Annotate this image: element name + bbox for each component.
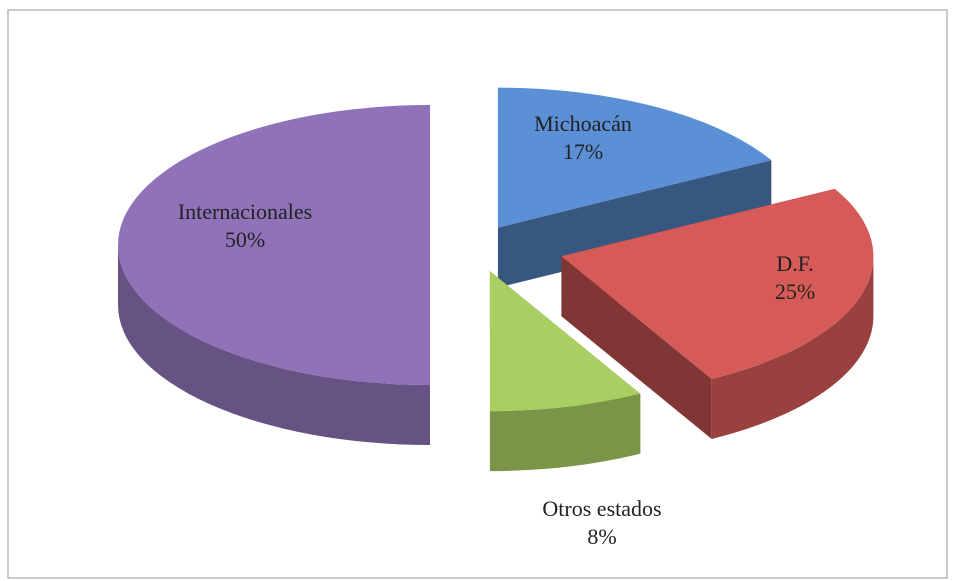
slice-wall <box>561 256 712 439</box>
slice-label: D.F. <box>776 251 813 276</box>
slice-value-label: 17% <box>563 139 603 164</box>
slice-side <box>711 256 874 439</box>
slice-top <box>489 271 641 412</box>
slice-label: Internacionales <box>178 199 312 224</box>
slice-top <box>118 105 430 385</box>
slice-value-label: 50% <box>225 227 265 252</box>
pie-slice <box>118 105 430 445</box>
pie-slice <box>489 271 641 472</box>
pie-slice <box>561 188 874 439</box>
slice-top <box>561 188 874 379</box>
slice-top <box>497 87 772 228</box>
slice-value-label: 25% <box>775 279 815 304</box>
slice-value-label: 8% <box>587 524 616 549</box>
slice-label: Otros estados <box>542 496 661 521</box>
slice-side <box>118 245 430 445</box>
slice-side <box>489 393 641 472</box>
slice-label: Michoacán <box>534 111 632 136</box>
